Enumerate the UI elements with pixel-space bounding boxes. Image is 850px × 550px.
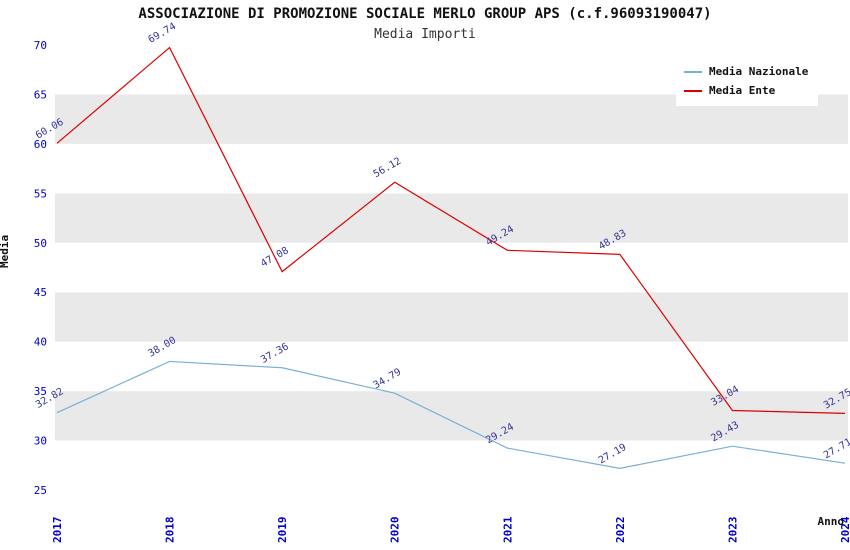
x-tick-label: 2021 (501, 516, 514, 543)
plot-band (55, 193, 848, 243)
plot-band (55, 391, 848, 441)
y-tick-label: 60 (34, 138, 47, 151)
x-tick-label: 2017 (51, 517, 64, 544)
x-tick-label: 2018 (164, 517, 177, 544)
x-tick-label: 2022 (614, 517, 627, 544)
plot-band (55, 292, 848, 342)
plot-band (55, 341, 848, 392)
chart-subtitle: Media Importi (374, 27, 476, 42)
x-tick-label: 2023 (726, 517, 739, 544)
y-tick-label: 45 (34, 286, 47, 299)
y-tick-label: 35 (34, 385, 47, 398)
y-axis-label: Media (0, 234, 11, 268)
y-tick-label: 50 (34, 237, 47, 250)
plot-band (55, 440, 848, 490)
y-tick-label: 25 (34, 484, 47, 497)
x-tick-label: 2019 (276, 517, 289, 544)
x-tick-label: 2020 (389, 517, 402, 544)
plot-band (55, 143, 848, 194)
legend-swatch-media-ente (684, 89, 702, 92)
plot-band (55, 242, 848, 293)
x-axis-label: Anno (817, 515, 845, 528)
legend: Media Nazionale Media Ente (676, 56, 819, 106)
y-tick-label: 65 (34, 88, 47, 101)
y-tick-label: 40 (34, 336, 47, 349)
series-line-0 (56, 360, 846, 469)
chart-title: ASSOCIAZIONE DI PROMOZIONE SOCIALE MERLO… (138, 6, 712, 22)
legend-item-media-nazionale[interactable]: Media Nazionale (684, 62, 808, 81)
legend-label-media-ente: Media Ente (709, 84, 776, 97)
series-line-1 (56, 46, 846, 414)
y-tick-label: 55 (34, 187, 47, 200)
y-tick-label: 70 (34, 39, 47, 52)
legend-label-media-nazionale: Media Nazionale (709, 65, 809, 78)
legend-item-media-ente[interactable]: Media Ente (684, 81, 808, 100)
x-tick-label: 2024 (839, 516, 850, 543)
legend-swatch-media-nazionale (684, 70, 702, 73)
y-tick-label: 30 (34, 435, 47, 448)
